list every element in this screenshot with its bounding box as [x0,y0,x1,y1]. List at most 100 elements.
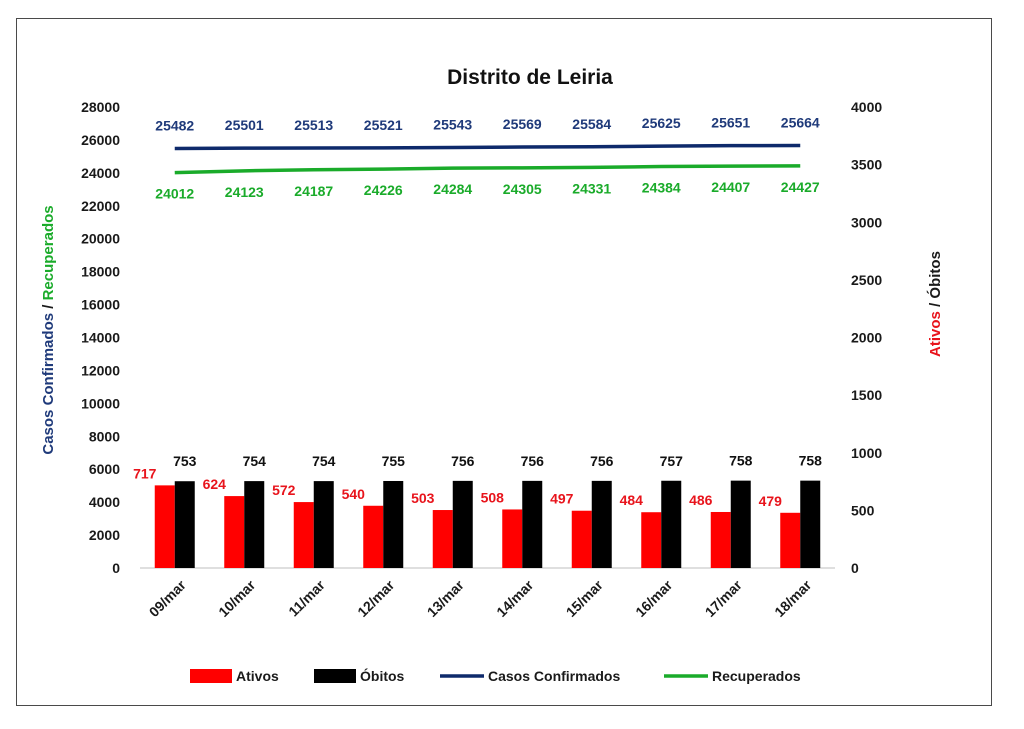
bar-obitos [244,481,265,568]
left-axis-tick-label: 4000 [89,494,120,510]
data-label-ativos: 508 [481,489,505,505]
x-axis-tick-label: 18/mar [771,576,815,620]
bar-ativos [224,496,245,568]
bar-obitos [591,480,612,568]
bar-ativos [571,510,592,568]
legend-label: Casos Confirmados [488,668,620,684]
data-label-casos-confirmados: 25651 [711,115,750,131]
legend-label: Ativos [236,668,279,684]
data-label-casos-confirmados: 25664 [781,114,820,130]
data-label-recuperados: 24226 [364,182,403,198]
data-label-ativos: 479 [759,493,783,509]
left-axis-tick-label: 2000 [89,527,120,543]
left-axis-title: Casos Confirmados / Recuperados [40,205,57,454]
data-label-ativos: 624 [203,476,227,492]
line-casos-confirmados [174,143,801,151]
data-label-ativos: 717 [133,465,157,481]
data-label-recuperados: 24284 [433,181,472,197]
right-axis-tick-label: 500 [851,502,875,518]
x-axis-tick-label: 09/mar [146,576,190,620]
legend-swatch-obitos [314,669,356,683]
right-axis-tick-label: 2500 [851,272,882,288]
bar-obitos [522,480,543,568]
right-axis-title-part: / [927,299,944,312]
data-label-ativos: 572 [272,482,296,498]
legend-swatch-ativos [190,669,232,683]
data-label-recuperados: 24331 [572,180,611,196]
bar-ativos [154,485,175,568]
left-axis-tick-label: 28000 [81,99,120,115]
right-axis-tick-label: 2000 [851,330,882,346]
legend-label: Recuperados [712,668,801,684]
left-axis-tick-label: 12000 [81,362,120,378]
left-axis-tick-label: 10000 [81,395,120,411]
bar-ativos [502,509,523,568]
data-label-recuperados: 24384 [642,180,681,196]
bar-ativos [641,512,662,568]
data-label-ativos: 497 [550,491,574,507]
bar-obitos [800,480,821,568]
x-axis-tick-label: 17/mar [702,576,746,620]
bar-obitos [661,480,682,568]
x-axis-tick-label: 10/mar [215,576,259,620]
chart-frame [16,18,992,706]
x-axis-tick-label: 13/mar [424,576,468,620]
bar-obitos [730,480,751,568]
bar-ativos [432,510,453,568]
data-label-obitos: 758 [729,453,753,469]
data-label-recuperados: 24407 [711,179,750,195]
left-axis-tick-label: 22000 [81,198,120,214]
data-label-obitos: 758 [799,453,823,469]
data-label-ativos: 486 [689,492,713,508]
chart-title: Distrito de Leiria [447,66,613,89]
left-axis-tick-label: 18000 [81,264,120,280]
bar-obitos [313,481,334,568]
data-label-ativos: 484 [620,492,644,508]
x-axis-tick-label: 11/mar [285,576,328,619]
data-label-obitos: 756 [521,453,545,469]
data-label-casos-confirmados: 25625 [642,115,681,131]
x-axis-tick-label: 12/mar [354,576,398,620]
data-label-recuperados: 24012 [155,186,194,202]
data-label-recuperados: 24123 [225,184,264,200]
bar-obitos [174,481,195,568]
data-label-obitos: 754 [312,453,336,469]
data-label-obitos: 757 [660,453,684,469]
left-axis-title-part: Casos Confirmados [40,313,57,455]
left-axis-tick-label: 6000 [89,461,120,477]
right-axis-title-part: Ativos [927,311,944,357]
data-label-casos-confirmados: 25521 [364,117,403,133]
bar-obitos [452,480,473,568]
bar-ativos [363,505,384,568]
left-axis-tick-label: 24000 [81,165,120,181]
data-label-obitos: 753 [173,453,197,469]
data-label-casos-confirmados: 25569 [503,116,542,132]
right-axis-title: Ativos / Óbitos [926,251,944,357]
data-label-ativos: 540 [342,486,366,502]
data-label-obitos: 754 [243,453,267,469]
left-axis-tick-label: 16000 [81,297,120,313]
right-axis-title-part: Óbitos [926,251,944,299]
line-recuperados [174,164,801,175]
right-axis-tick-label: 1500 [851,387,882,403]
left-axis-tick-label: 0 [112,560,120,576]
data-label-recuperados: 24187 [294,183,333,199]
left-axis-tick-label: 20000 [81,231,120,247]
x-axis-tick-label: 14/mar [493,576,537,620]
data-label-casos-confirmados: 25513 [294,117,333,133]
data-label-casos-confirmados: 25482 [155,117,194,133]
right-axis-tick-label: 3500 [851,157,882,173]
right-axis-tick-label: 4000 [851,99,882,115]
right-axis-tick-label: 0 [851,560,859,576]
data-label-casos-confirmados: 25543 [433,116,472,132]
x-axis-tick-label: 15/mar [563,576,607,620]
data-label-obitos: 756 [451,453,475,469]
bar-ativos [710,511,731,568]
data-label-obitos: 756 [590,453,614,469]
right-axis-tick-label: 1000 [851,445,882,461]
left-axis-tick-label: 26000 [81,132,120,148]
legend-label: Óbitos [360,667,405,684]
data-label-obitos: 755 [382,453,406,469]
left-axis-tick-label: 8000 [89,428,120,444]
